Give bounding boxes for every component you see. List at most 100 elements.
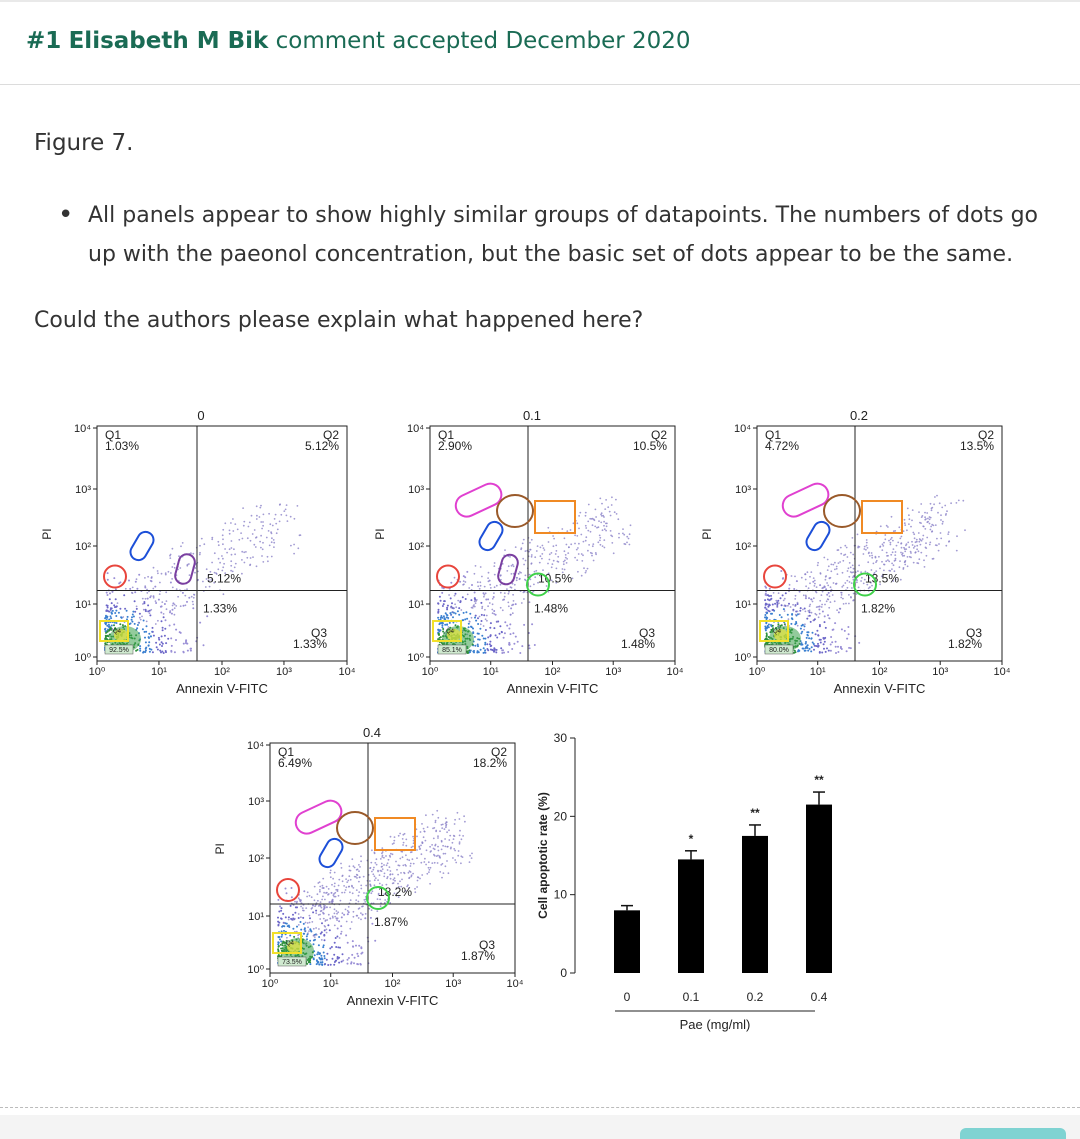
yellow-box-mark xyxy=(272,932,302,954)
orange-box-mark xyxy=(374,817,416,851)
scatter-dot xyxy=(106,630,109,633)
scatter-dot xyxy=(473,600,476,603)
scatter-dot xyxy=(511,612,514,615)
scatter-dot xyxy=(116,602,119,604)
scatter-dot xyxy=(439,629,442,632)
scatter-dot xyxy=(297,934,299,937)
scatter-dot xyxy=(799,627,802,630)
q1-label: Q1 xyxy=(438,428,454,442)
scatter-dot xyxy=(603,539,606,541)
scatter-dot xyxy=(213,552,216,555)
scatter-dot xyxy=(343,913,346,916)
scatter-dot xyxy=(147,604,150,607)
scatter-dot xyxy=(330,946,333,948)
scatter-dot xyxy=(603,524,605,527)
scatter-dot xyxy=(186,649,189,652)
scatter-dot xyxy=(280,917,282,920)
comment-author-link[interactable]: Elisabeth M Bik xyxy=(68,28,269,54)
q3-value: 1.82% xyxy=(948,637,982,651)
scatter-dot xyxy=(199,621,202,624)
scatter-dot xyxy=(131,616,133,619)
scatter-dot xyxy=(321,887,324,889)
y-tick-label: 10³ xyxy=(75,484,91,496)
scatter-dot xyxy=(188,596,191,599)
scatter-dot xyxy=(381,847,384,849)
q1-value: 2.90% xyxy=(438,439,472,453)
scatter-dot xyxy=(109,607,112,610)
scatter-dot xyxy=(386,877,388,880)
scatter-dot xyxy=(764,599,767,602)
y-tick-label: 10² xyxy=(735,541,751,553)
scatter-dot xyxy=(161,650,164,653)
scatter-dot xyxy=(472,650,475,653)
scatter-dot xyxy=(489,587,492,589)
scatter-dot xyxy=(346,962,349,965)
scatter-dot xyxy=(383,893,386,895)
scatter-dot xyxy=(768,610,771,613)
scatter-dot xyxy=(429,845,431,848)
scatter-dot xyxy=(217,540,220,543)
scatter-dot xyxy=(262,513,265,516)
scatter-dot xyxy=(441,862,444,865)
scatter-dot xyxy=(221,534,224,537)
scatter-dot xyxy=(114,612,117,614)
scatter-dot xyxy=(297,917,300,919)
scatter-dot xyxy=(400,872,402,874)
scatter-dot xyxy=(444,865,447,868)
scatter-dot xyxy=(135,649,138,652)
scatter-dot xyxy=(432,837,435,840)
scatter-dot xyxy=(123,594,126,597)
scatter-dot xyxy=(607,506,610,509)
scatter-dot xyxy=(495,648,498,651)
corner-button[interactable] xyxy=(960,1128,1066,1139)
scatter-dot xyxy=(606,522,608,525)
scatter-dot xyxy=(860,571,862,574)
scatter-dot xyxy=(600,515,603,517)
scatter-dot xyxy=(493,562,496,564)
q4-value: 92.5% xyxy=(109,647,129,654)
scatter-dot xyxy=(835,652,837,654)
significance-mark: ** xyxy=(814,773,824,787)
scatter-dot xyxy=(814,582,816,585)
scatter-dot xyxy=(332,877,334,880)
scatter-dot xyxy=(161,642,164,645)
scatter-dot xyxy=(109,592,111,595)
scatter-dot xyxy=(409,862,412,865)
scatter-dot xyxy=(253,529,256,531)
scatter-dot xyxy=(377,892,380,895)
scatter-dot xyxy=(335,888,338,891)
scatter-dot xyxy=(211,536,214,539)
scatter-dot xyxy=(370,909,373,911)
scatter-dot xyxy=(277,954,280,956)
scatter-dot xyxy=(464,576,467,579)
q3-inner-value: 1.82% xyxy=(861,602,895,616)
scatter-dot xyxy=(818,608,821,611)
scatter-dot xyxy=(477,645,479,648)
q3-label: Q3 xyxy=(966,626,982,640)
scatter-dot xyxy=(900,551,902,554)
scatter-dot xyxy=(475,619,478,622)
scatter-dot xyxy=(261,527,263,530)
scatter-dot xyxy=(186,600,188,603)
scatter-dot xyxy=(528,550,530,553)
scatter-dot xyxy=(425,814,427,817)
scatter-dot xyxy=(108,598,111,601)
scatter-dot xyxy=(226,551,229,554)
x-axis-label: Pae (mg/ml) xyxy=(680,1017,751,1032)
scatter-dot xyxy=(582,554,584,557)
scatter-dot xyxy=(136,627,139,630)
scatter-dot xyxy=(305,907,308,909)
scatter-dot xyxy=(595,516,597,518)
scatter-dot xyxy=(478,615,481,618)
scatter-dot xyxy=(908,518,911,521)
scatter-dot xyxy=(499,583,502,586)
scatter-dot xyxy=(360,952,363,955)
scatter-dot xyxy=(428,868,431,871)
scatter-dot xyxy=(315,909,318,912)
scatter-dot xyxy=(374,877,377,879)
scatter-dot xyxy=(131,613,134,616)
scatter-dot xyxy=(510,564,513,567)
scatter-dot xyxy=(823,647,825,650)
scatter-dot xyxy=(356,914,359,917)
scatter-dot xyxy=(468,861,471,863)
